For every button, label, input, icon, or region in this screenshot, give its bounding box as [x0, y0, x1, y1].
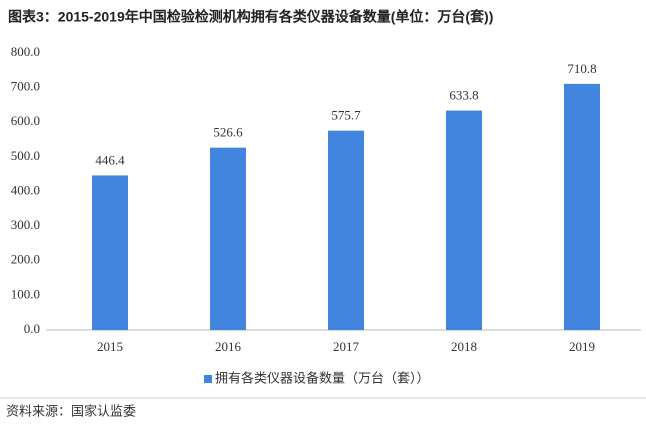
bar	[328, 130, 364, 330]
y-tick-label: 300.0	[11, 217, 40, 232]
bar	[446, 110, 482, 330]
y-tick-label: 600.0	[11, 113, 40, 128]
y-tick-label: 0.0	[24, 321, 40, 336]
chart-title: 图表3：2015-2019年中国检验检测机构拥有各类仪器设备数量(单位：万台(套…	[8, 9, 493, 25]
bar	[92, 175, 128, 330]
y-tick-label: 500.0	[11, 148, 40, 163]
x-tick-label: 2017	[333, 339, 360, 354]
legend-swatch	[204, 375, 212, 383]
source: 资料来源：国家认监委	[6, 403, 136, 418]
value-label: 575.7	[331, 108, 361, 123]
x-tick-label: 2018	[451, 339, 477, 354]
x-tick-label: 2016	[215, 339, 242, 354]
x-tick-label: 2019	[569, 339, 595, 354]
y-tick-label: 400.0	[11, 182, 40, 197]
y-tick-label: 100.0	[11, 286, 40, 301]
value-label: 526.6	[213, 125, 243, 140]
bar	[564, 83, 600, 330]
legend-label: 拥有各类仪器设备数量（万台（套））	[215, 370, 430, 385]
value-label: 710.8	[567, 61, 596, 76]
bar	[210, 147, 246, 330]
y-tick-label: 800.0	[11, 44, 40, 59]
y-tick-label: 200.0	[11, 252, 40, 267]
value-label: 446.4	[95, 152, 125, 167]
x-tick-label: 2015	[97, 339, 123, 354]
y-tick-label: 700.0	[11, 79, 40, 94]
value-label: 633.8	[449, 88, 478, 103]
